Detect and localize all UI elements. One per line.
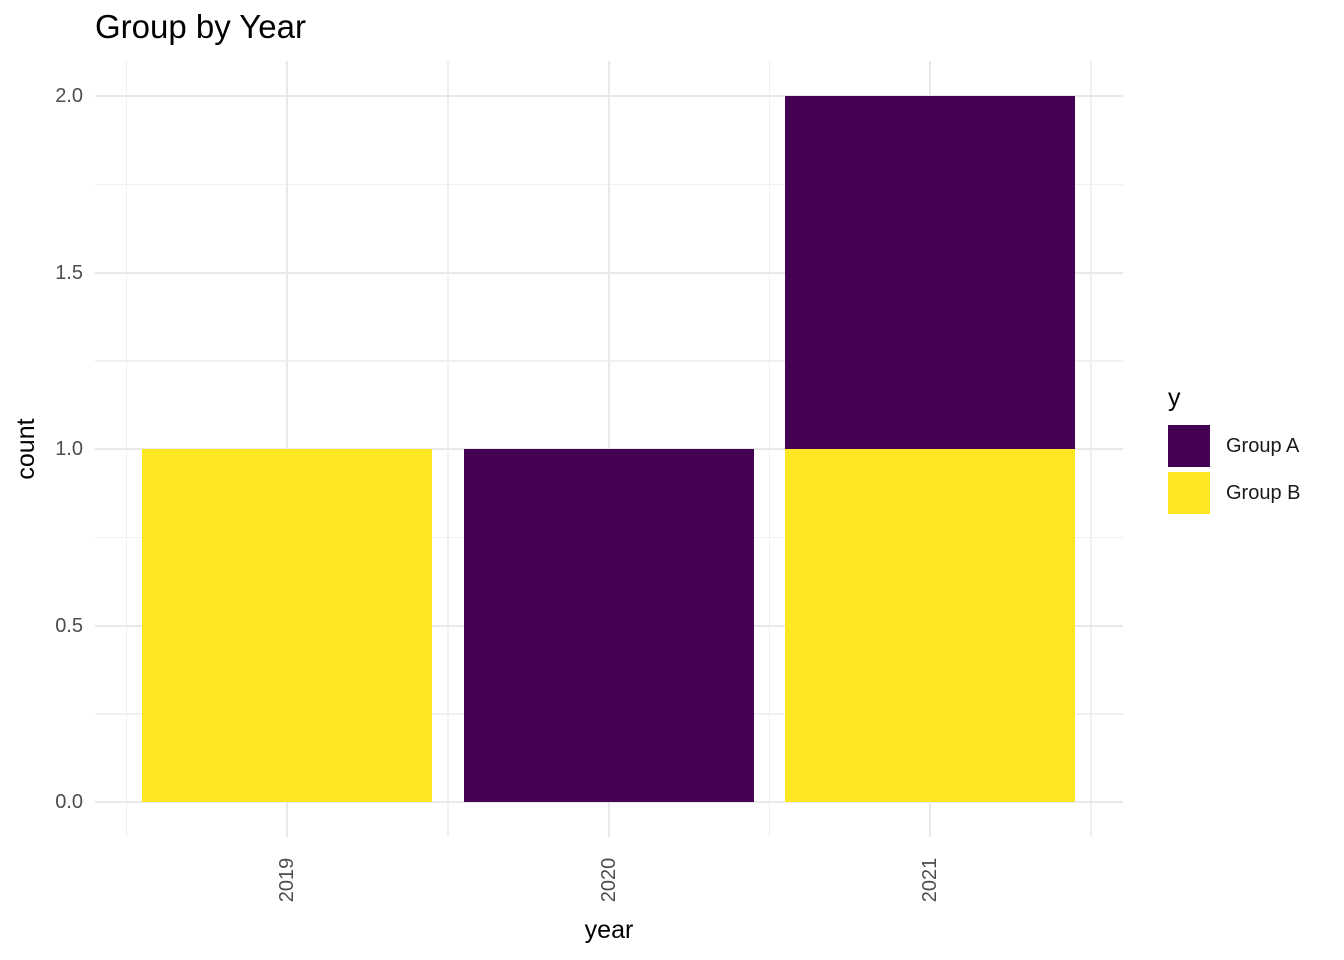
bar-segment-2019-group-b bbox=[142, 449, 432, 802]
plot-panel bbox=[95, 61, 1123, 837]
legend-title: y bbox=[1168, 384, 1181, 412]
y-tick-label: 1.0 bbox=[55, 438, 83, 460]
x-tick-label: 2021 bbox=[919, 857, 941, 903]
x-axis-title: year bbox=[584, 916, 634, 944]
chart-title: Group by Year bbox=[95, 8, 306, 45]
y-tick-label: 2.0 bbox=[55, 85, 83, 107]
y-tick-label: 0.0 bbox=[55, 791, 83, 813]
legend-items: Group A Group B bbox=[1168, 425, 1338, 514]
legend-label: Group A bbox=[1226, 434, 1300, 457]
x-tick-label: 2020 bbox=[597, 857, 620, 903]
bar-segment-2020-group-a bbox=[463, 449, 754, 802]
legend-item: Group A bbox=[1168, 425, 1338, 467]
y-axis-title: count bbox=[12, 418, 40, 480]
y-tick-label: 0.5 bbox=[55, 614, 83, 637]
bar-segment-2021-group-b bbox=[785, 449, 1075, 802]
legend-swatch-group-a bbox=[1168, 425, 1210, 467]
legend: y Group A Group B bbox=[1168, 383, 1338, 514]
legend-swatch-group-b bbox=[1168, 472, 1210, 514]
legend-label: Group B bbox=[1226, 481, 1301, 504]
x-tick-label: 2019 bbox=[276, 857, 298, 903]
y-tick-label: 1.5 bbox=[55, 261, 83, 284]
legend-item: Group B bbox=[1168, 472, 1338, 514]
bar-segment-2021-group-a bbox=[785, 96, 1075, 449]
